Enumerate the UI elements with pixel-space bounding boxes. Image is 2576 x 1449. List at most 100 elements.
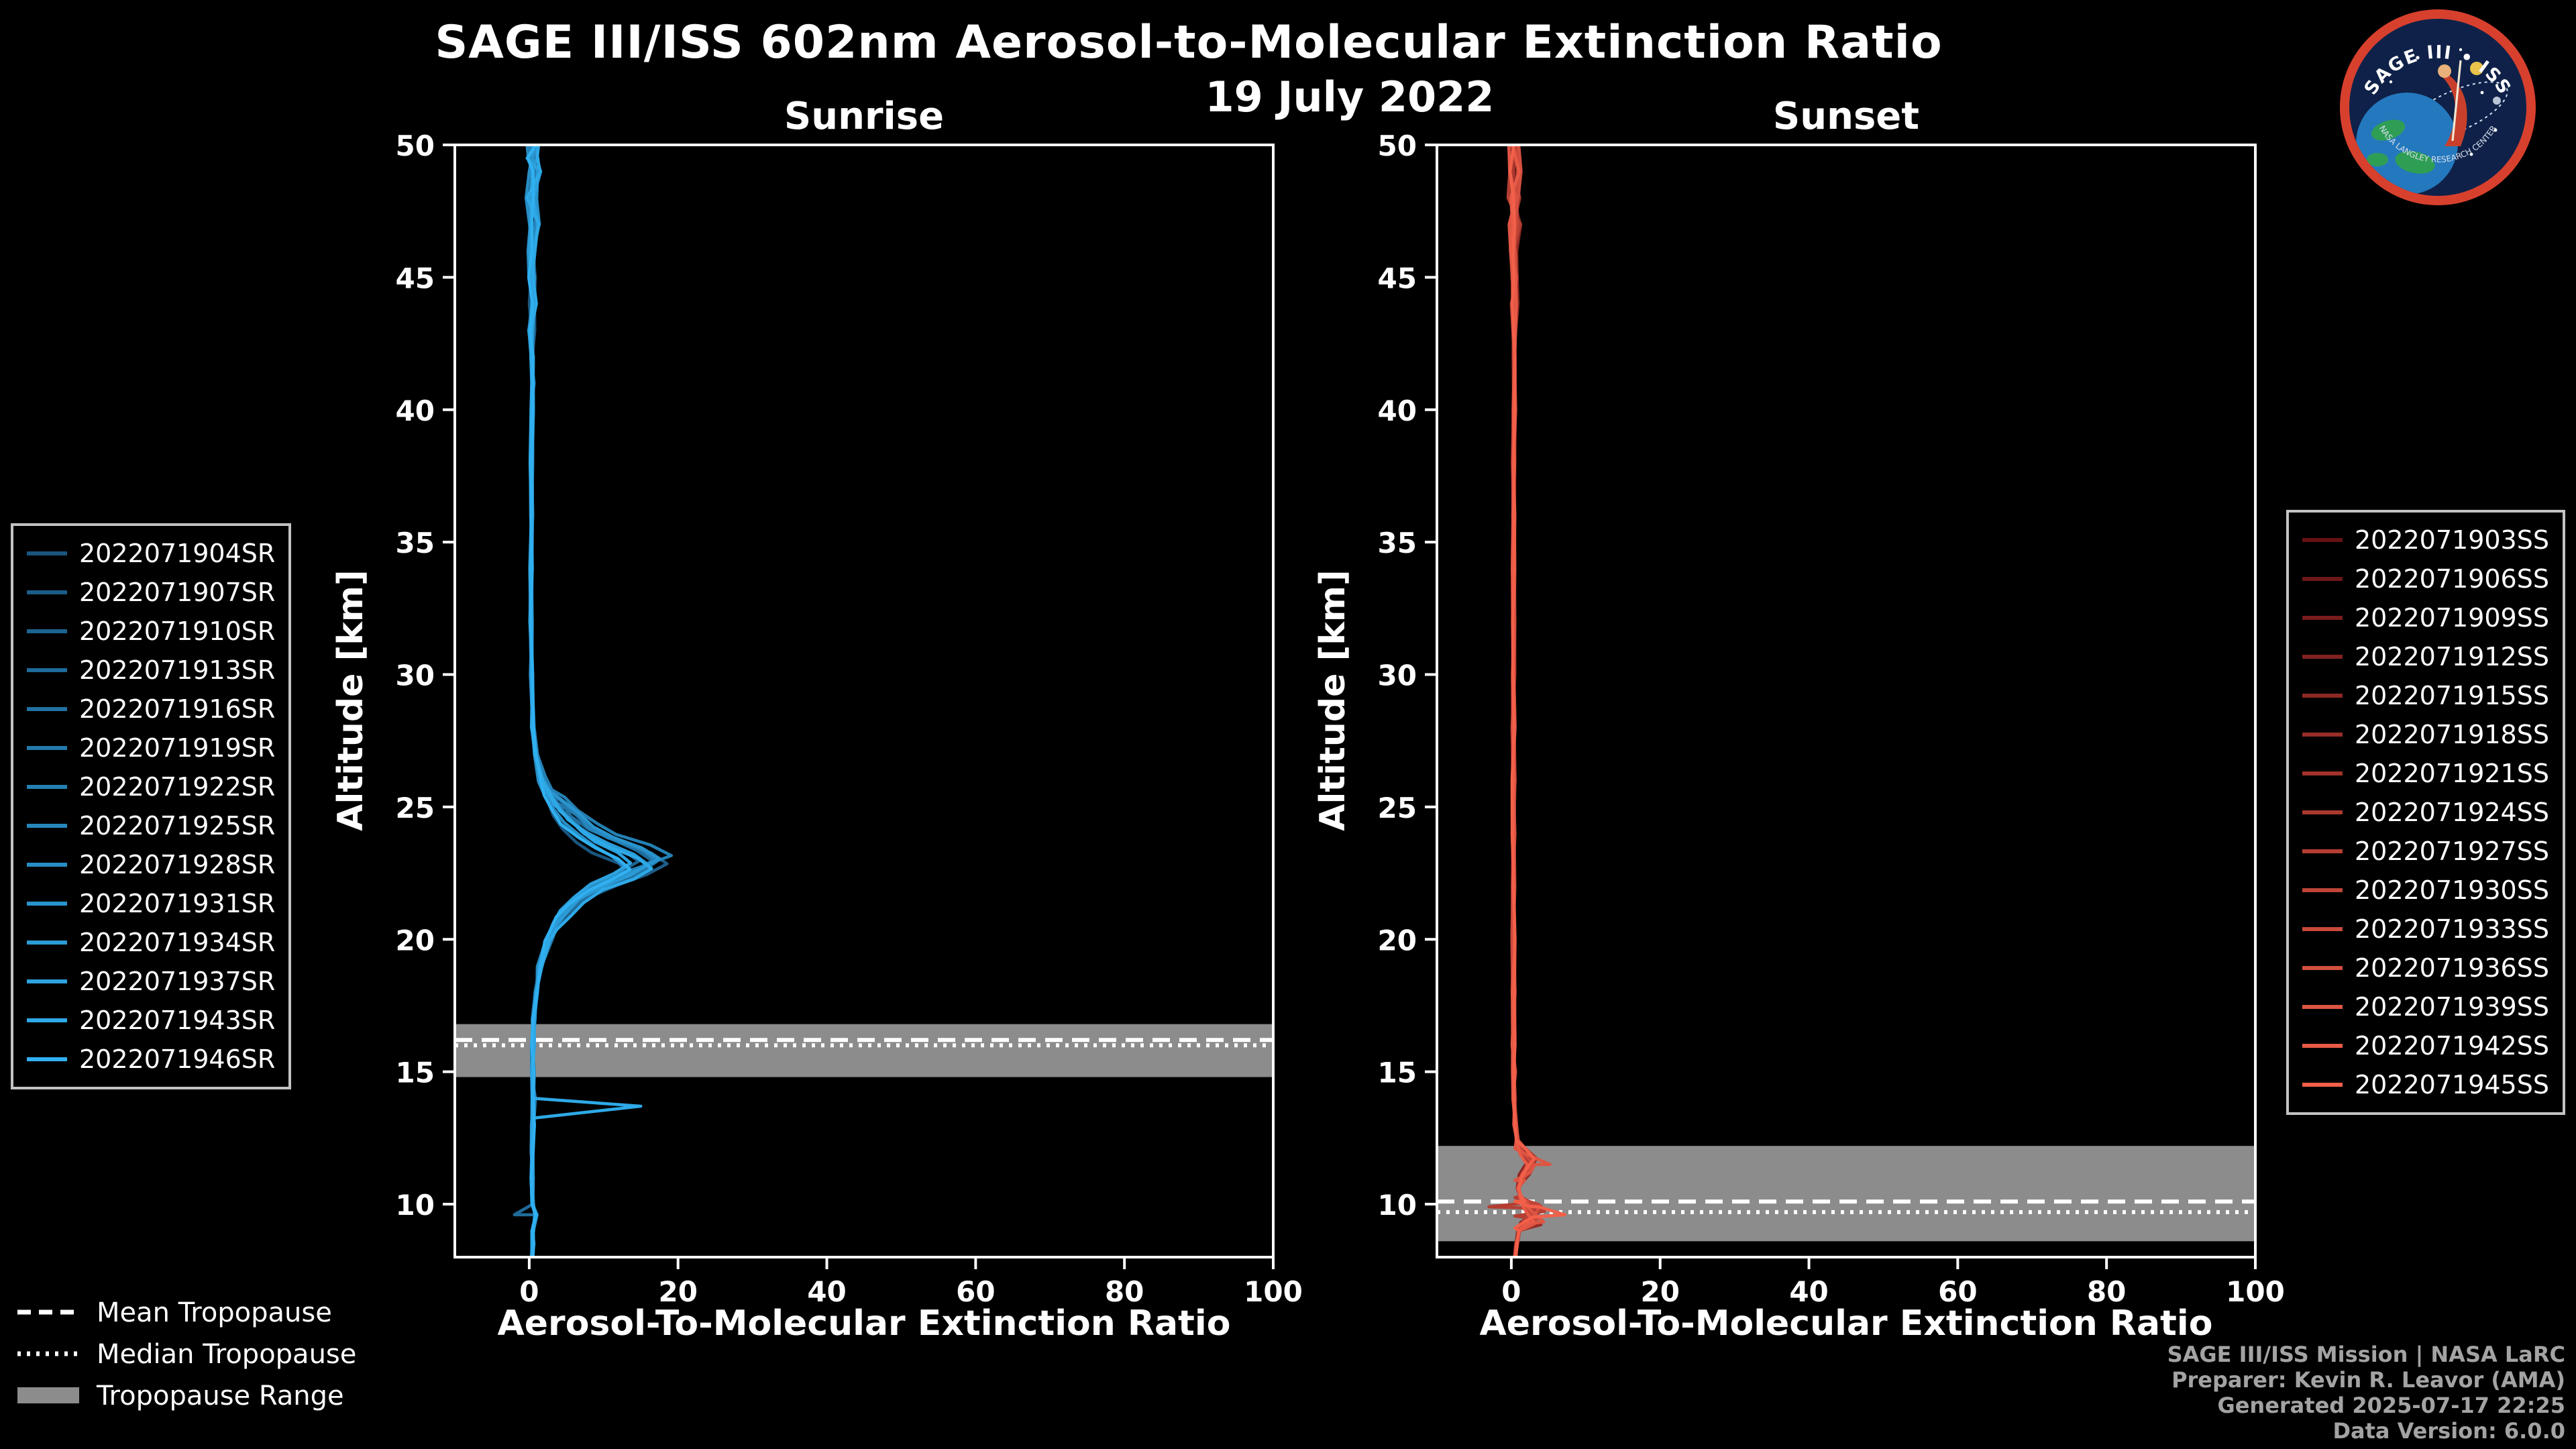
legend-item: 2022071916SR xyxy=(27,690,275,729)
moon-icon xyxy=(2493,97,2501,105)
x-tick-label: 20 xyxy=(1641,1275,1680,1308)
legend-label: 2022071937SR xyxy=(79,967,276,996)
profile-line-2022071925SR xyxy=(525,145,658,1257)
tropopause-range-band xyxy=(1437,1146,2255,1242)
legend-item: 2022071931SR xyxy=(27,884,275,923)
legend-line-swatch xyxy=(2302,1005,2343,1009)
y-tick-label: 35 xyxy=(1378,527,1417,559)
x-tick-label: 60 xyxy=(1938,1275,1977,1308)
y-tick-label: 50 xyxy=(1378,129,1417,162)
legend-item: 2022071945SS xyxy=(2302,1065,2549,1104)
legend-label: 2022071942SS xyxy=(2354,1031,2549,1061)
legend-item: 2022071936SS xyxy=(2302,949,2549,987)
earth-icon xyxy=(2356,93,2458,195)
x-tick-label: 40 xyxy=(807,1275,846,1308)
legend-label: 2022071925SR xyxy=(79,811,276,841)
axes-spine xyxy=(453,144,1275,1258)
legend-label: 2022071933SS xyxy=(2354,914,2549,944)
profile-line-2022071942SS xyxy=(1509,145,1536,1257)
legend-item: 2022071942SS xyxy=(2302,1026,2549,1065)
legend-line-swatch xyxy=(2302,616,2343,620)
legend-label: 2022071906SS xyxy=(2354,564,2549,594)
x-tick-label: 0 xyxy=(1501,1275,1521,1308)
legend-label: 2022071924SS xyxy=(2354,798,2549,827)
dashed-line-icon xyxy=(17,1309,79,1314)
y-tick-label: 40 xyxy=(1378,394,1417,427)
profile-line-2022071928SR xyxy=(524,145,627,1257)
legend-label: 2022071934SR xyxy=(79,928,276,957)
legend-line-swatch xyxy=(27,824,67,828)
legend-label: 2022071931SR xyxy=(79,889,276,918)
profile-line-2022071943SR xyxy=(525,145,653,1257)
legend-item: 2022071913SR xyxy=(27,651,275,690)
profile-line-2022071904SR xyxy=(527,145,631,1257)
legend-item: 2022071915SS xyxy=(2302,676,2549,715)
legend-line-swatch xyxy=(2302,694,2343,698)
legend-line-swatch xyxy=(27,746,67,750)
legend-item: 2022071937SR xyxy=(27,962,275,1001)
profile-line-2022071907SR xyxy=(527,145,669,1257)
y-tick-label: 20 xyxy=(1378,924,1417,957)
legend-label: 2022071907SR xyxy=(79,578,276,607)
y-tick-label: 25 xyxy=(1378,792,1417,824)
legend-item: 2022071904SR xyxy=(27,534,275,573)
credits: SAGE III/ISS Mission | NASA LaRC Prepare… xyxy=(2167,1342,2565,1444)
sun-icon xyxy=(2470,62,2483,75)
legend-line-swatch xyxy=(27,1018,67,1022)
legend-item: 2022071903SS xyxy=(2302,521,2549,559)
legend-label: 2022071915SS xyxy=(2354,681,2549,710)
credit-mission: SAGE III/ISS Mission | NASA LaRC xyxy=(2167,1342,2565,1367)
legend-line-swatch xyxy=(2302,771,2343,775)
legend-label: 2022071945SS xyxy=(2354,1070,2549,1099)
legend-line-swatch xyxy=(2302,849,2343,853)
legend-label: 2022071916SR xyxy=(79,694,276,724)
legend-item: 2022071919SR xyxy=(27,729,275,767)
x-tick-label: 20 xyxy=(659,1275,698,1308)
credit-generated: Generated 2025-07-17 22:25 xyxy=(2217,1393,2565,1418)
legend-item: 2022071934SR xyxy=(27,923,275,962)
sunset-legend: 2022071903SS 2022071906SS 2022071909SS 2022… xyxy=(2286,510,2565,1115)
x-tick-label: 100 xyxy=(1244,1275,1303,1308)
figure-date: 19 July 2022 xyxy=(1205,74,1495,122)
dotted-line-icon xyxy=(17,1350,79,1356)
legend-line-swatch xyxy=(2302,1083,2343,1087)
profile-line-2022071934SR xyxy=(527,145,650,1257)
axes-spine xyxy=(1436,144,2257,1258)
profile-line-2022071946SR xyxy=(526,145,632,1257)
panel-sunset: 0 20 40 60 80 100 10 15 20 25 30 35 40 45 50 xyxy=(1378,129,2285,1308)
legend-line-swatch xyxy=(2302,655,2343,659)
legend-label: 2022071946SR xyxy=(79,1044,276,1074)
legend-line-swatch xyxy=(27,629,67,633)
legend-label: 2022071904SR xyxy=(79,539,276,568)
profile-line-2022071937SR xyxy=(525,145,633,1257)
legend-line-swatch xyxy=(2302,1044,2343,1048)
y-tick-label: 50 xyxy=(396,129,435,162)
median-tropopause-label: Median Tropopause xyxy=(97,1337,357,1369)
x-tick-label: 40 xyxy=(1789,1275,1828,1308)
legend-line-swatch xyxy=(27,902,67,906)
x-axis-label-sunrise: Aerosol-To-Molecular Extinction Ratio xyxy=(497,1304,1231,1344)
legend-label: 2022071939SS xyxy=(2354,992,2549,1022)
y-tick-label: 10 xyxy=(1378,1189,1417,1222)
x-tick-label: 80 xyxy=(2087,1275,2126,1308)
legend-item: 2022071925SR xyxy=(27,806,275,845)
x-tick-label: 80 xyxy=(1105,1275,1144,1308)
credit-data-version: Data Version: 6.0.0 xyxy=(2332,1418,2565,1444)
legend-line-swatch xyxy=(27,1057,67,1061)
legend-label: 2022071936SS xyxy=(2354,953,2549,983)
legend-item: 2022071928SR xyxy=(27,845,275,884)
legend-label: 2022071912SS xyxy=(2354,642,2549,672)
legend-item: 2022071918SS xyxy=(2302,715,2549,754)
y-tick-label: 30 xyxy=(1378,659,1417,692)
x-tick-label: 0 xyxy=(519,1275,539,1308)
panel-title-sunrise: Sunrise xyxy=(784,94,945,138)
sage-iii-iss-logo: SAGE III • ISS NASA LANGLEY RESEARCH CEN… xyxy=(2340,9,2536,205)
y-tick-label: 20 xyxy=(396,924,435,957)
legend-label: 2022071943SR xyxy=(79,1006,276,1035)
legend-item: 2022071924SS xyxy=(2302,793,2549,832)
x-tick-label: 60 xyxy=(956,1275,995,1308)
legend-label: 2022071922SR xyxy=(79,772,276,802)
legend-item: 2022071922SR xyxy=(27,767,275,806)
legend-line-swatch xyxy=(2302,577,2343,581)
legend-label: 2022071913SR xyxy=(79,655,276,685)
